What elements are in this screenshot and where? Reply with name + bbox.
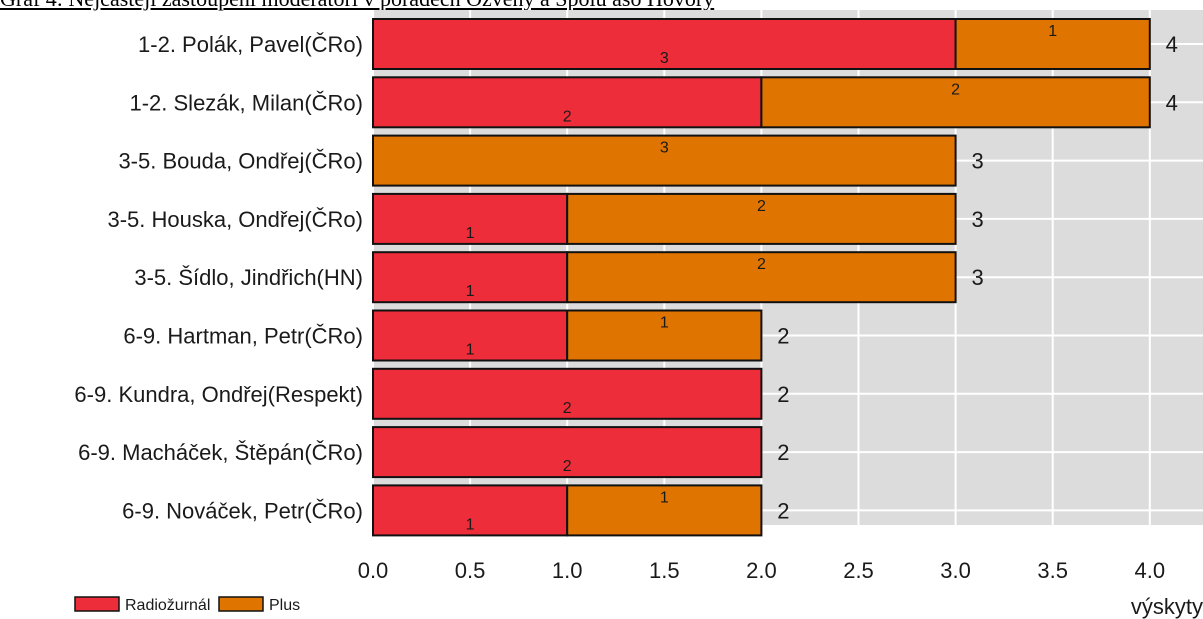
bar-total-label: 2 — [777, 324, 789, 349]
bar-total-label: 4 — [1166, 90, 1178, 115]
bar-total-label: 4 — [1166, 32, 1178, 57]
bar-radiozurnal — [372, 426, 763, 479]
bar-radiozurnal — [372, 484, 569, 537]
legend-label-radiozurnal: Radiožurnál — [125, 597, 210, 614]
x-tick-label: 0.0 — [358, 558, 389, 583]
segment-value-label: 1 — [660, 315, 669, 332]
x-tick-label: 4.0 — [1135, 558, 1166, 583]
category-label: 6-9. Hartman, Petr(ČRo) — [123, 324, 363, 349]
bar-total-label: 2 — [777, 498, 789, 523]
x-axis-title: výskyty — [1131, 594, 1203, 619]
bar-total-label: 2 — [777, 382, 789, 407]
category-label: 3-5. Bouda, Ondřej(ČRo) — [118, 149, 363, 174]
bar-total-label: 3 — [971, 207, 983, 232]
bar-radiozurnal — [372, 251, 569, 304]
x-tick-label: 1.5 — [649, 558, 680, 583]
bar-total-label: 3 — [971, 265, 983, 290]
segment-value-label: 1 — [660, 489, 669, 506]
segment-value-label: 1 — [1048, 23, 1057, 40]
segment-value-label: 3 — [660, 140, 669, 157]
bar-plus — [372, 134, 957, 187]
segment-value-label: 1 — [466, 225, 475, 242]
x-tick-label: 3.5 — [1037, 558, 1068, 583]
bar-radiozurnal — [372, 367, 763, 420]
chart-title: Graf 4: Nejčastěji zastoupení moderátoři… — [0, 0, 714, 12]
bar-plus — [954, 18, 1151, 70]
x-tick-label: 0.5 — [455, 558, 486, 583]
bar-total-label: 2 — [777, 440, 789, 465]
legend-swatch-plus — [218, 596, 264, 612]
x-tick-label: 2.5 — [843, 558, 874, 583]
bar-radiozurnal — [372, 309, 569, 362]
bar-plus — [566, 484, 763, 537]
segment-value-label: 1 — [466, 342, 475, 359]
segment-value-label: 2 — [563, 458, 572, 475]
category-label: 1-2. Polák, Pavel(ČRo) — [138, 32, 363, 57]
bar-total-label: 3 — [971, 149, 983, 174]
segment-value-label: 2 — [563, 108, 572, 125]
x-tick-label: 2.0 — [746, 558, 777, 583]
bar-plus — [566, 251, 957, 304]
bar-radiozurnal — [372, 192, 569, 245]
segment-value-label: 2 — [757, 256, 766, 273]
category-label: 3-5. Šídlo, Jindřich(HN) — [134, 265, 363, 290]
segment-value-label: 2 — [563, 400, 572, 417]
bar-plus — [566, 309, 763, 362]
segment-value-label: 3 — [660, 50, 669, 67]
category-label: 6-9. Macháček, Štěpán(ČRo) — [78, 440, 363, 465]
legend-label-plus: Plus — [269, 597, 300, 614]
category-label: 3-5. Houska, Ondřej(ČRo) — [107, 207, 363, 232]
x-tick-label: 1.0 — [552, 558, 583, 583]
segment-value-label: 2 — [951, 81, 960, 98]
segment-value-label: 1 — [466, 516, 475, 533]
x-tick-label: 3.0 — [940, 558, 971, 583]
bar-plus — [760, 76, 1151, 129]
category-label: 1-2. Slezák, Milan(ČRo) — [129, 90, 363, 115]
bar-plus — [566, 192, 957, 245]
category-label: 6-9. Nováček, Petr(ČRo) — [122, 498, 363, 523]
segment-value-label: 2 — [757, 198, 766, 215]
segment-value-label: 1 — [466, 283, 475, 300]
category-label: 6-9. Kundra, Ondřej(Respekt) — [74, 382, 363, 407]
legend-swatch-radiozurnal — [74, 596, 120, 612]
